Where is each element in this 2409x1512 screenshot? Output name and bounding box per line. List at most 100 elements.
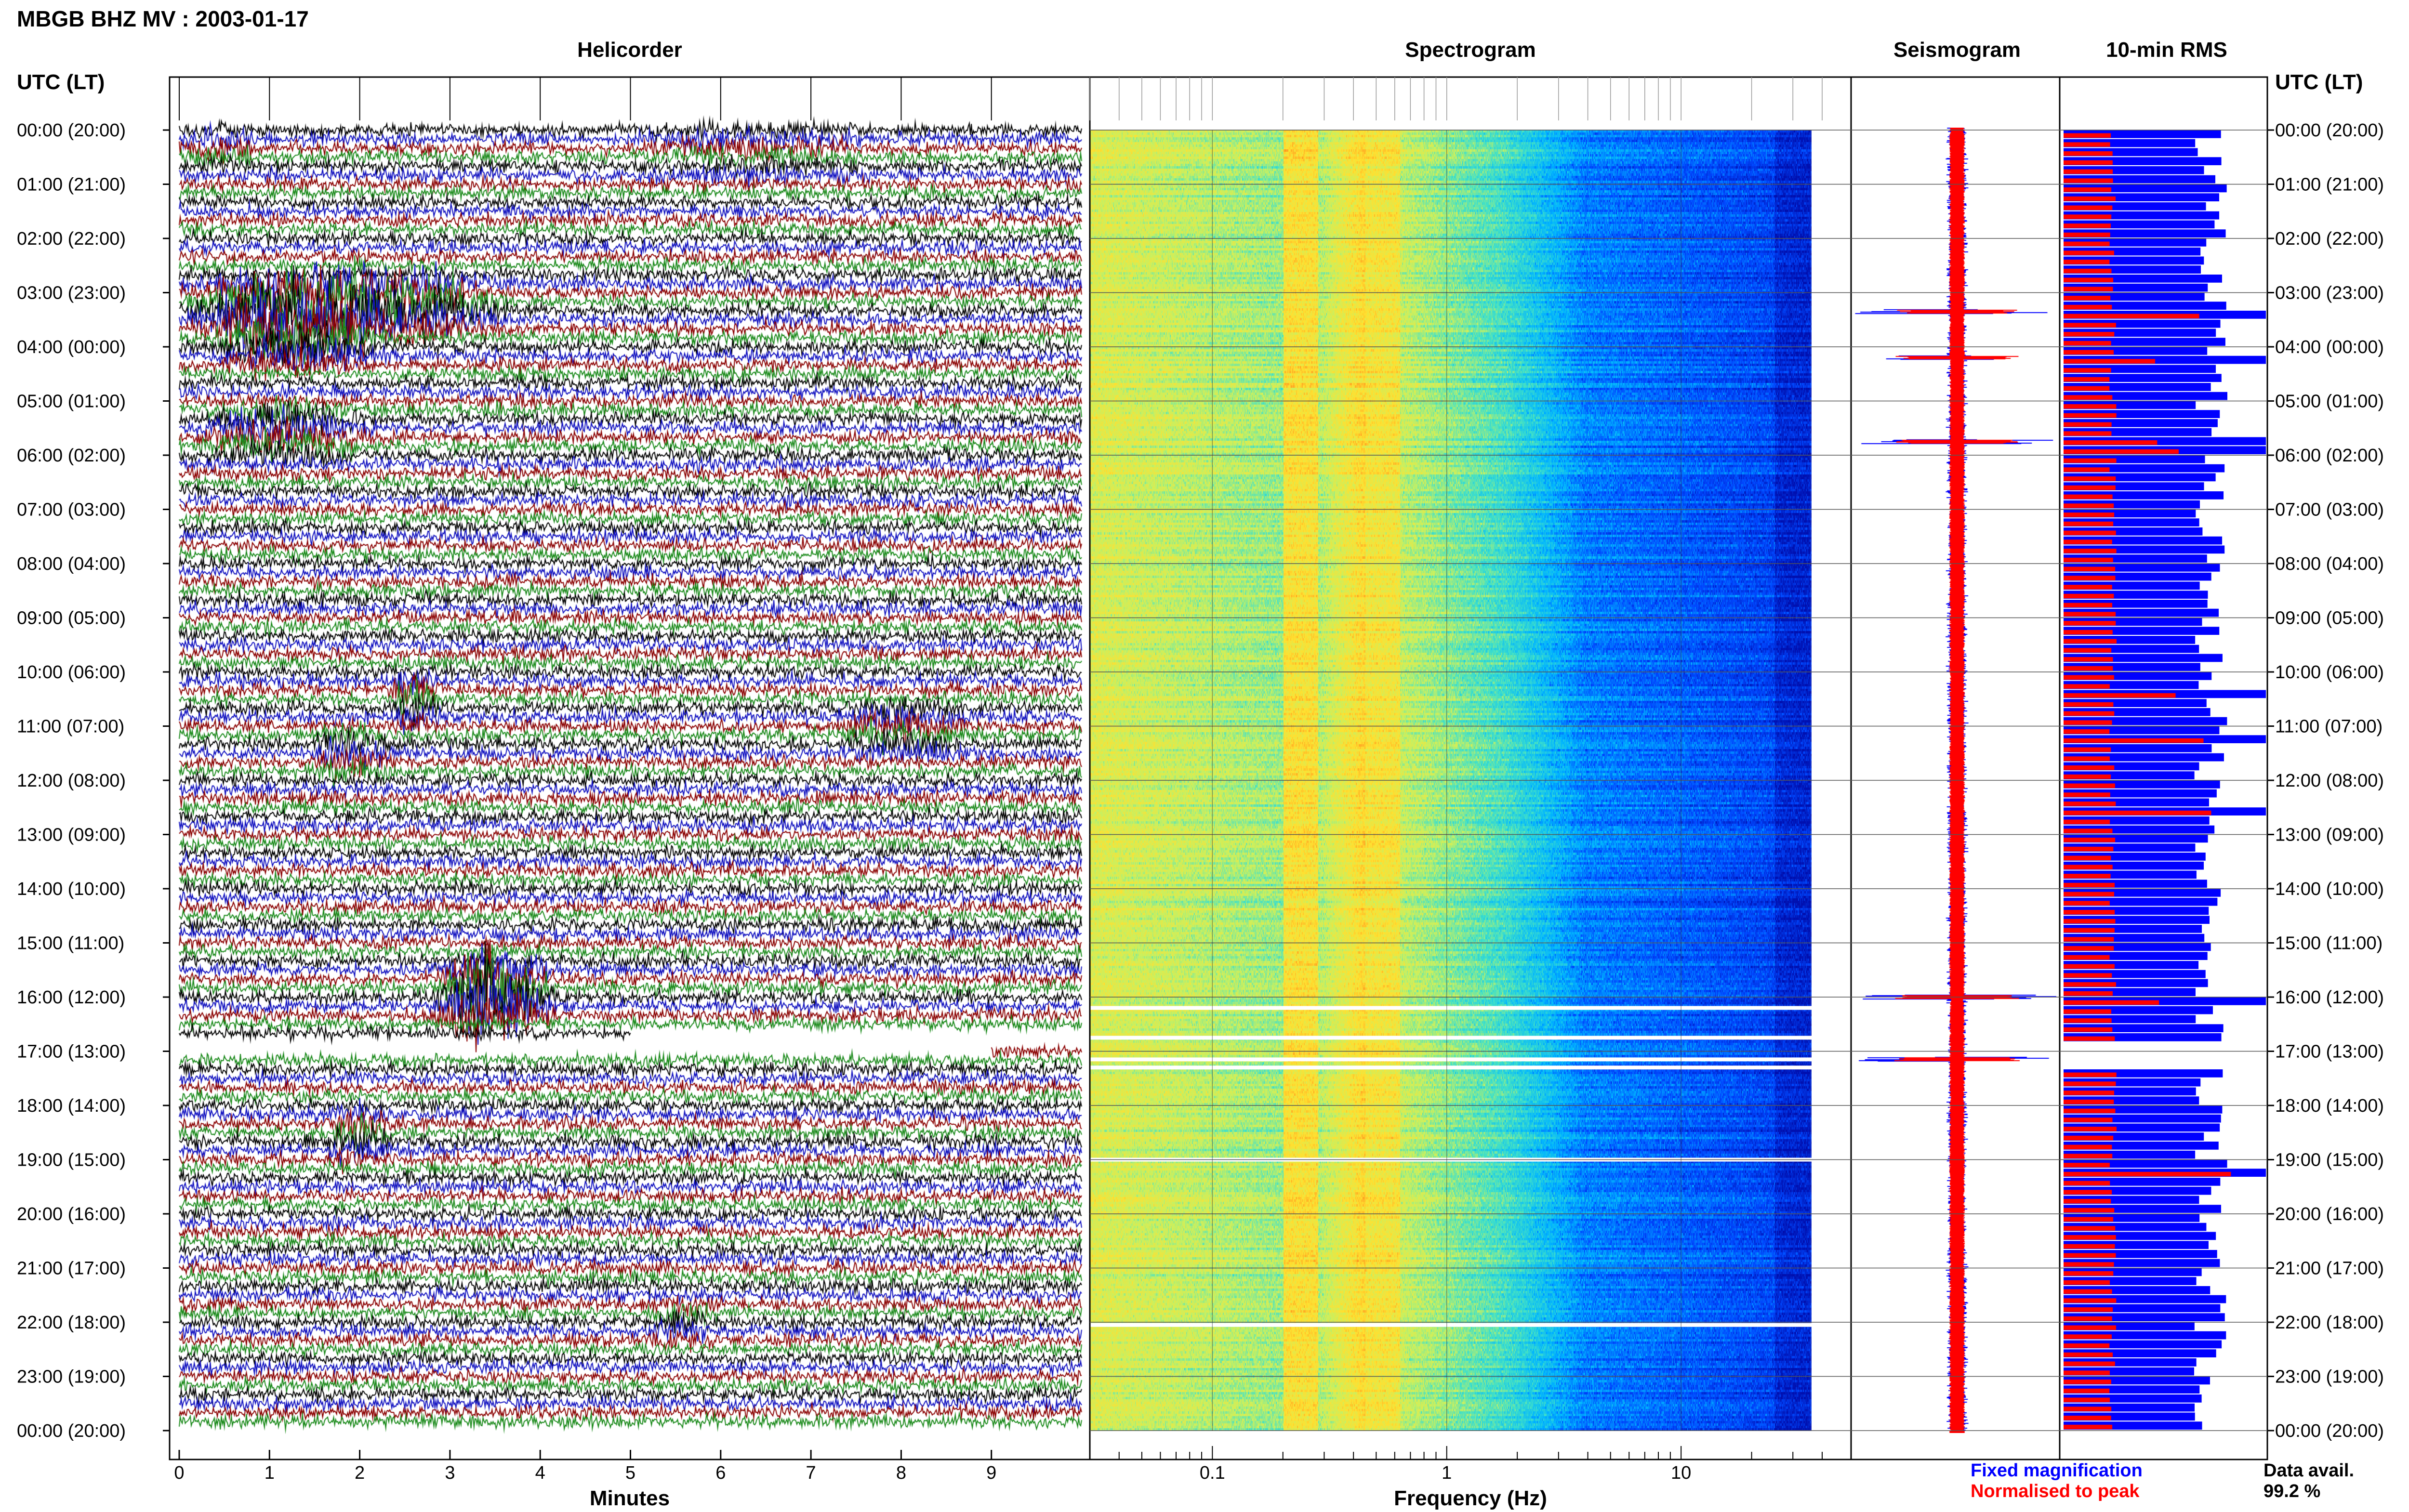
hour-label-right: 20:00 (16:00) — [2275, 1204, 2384, 1224]
rms-bar-normalised — [2064, 1018, 2112, 1023]
rms-bar-normalised — [2064, 386, 2110, 391]
rms-bar-normalised — [2064, 955, 2110, 960]
rms-bar-normalised — [2064, 260, 2110, 264]
heli-xtick-label: 4 — [535, 1463, 545, 1483]
rms-bar-normalised — [2064, 1009, 2112, 1014]
rms-bar-normalised — [2064, 521, 2114, 526]
rms-bar-normalised — [2064, 1235, 2116, 1240]
rms-bar-normalised — [2064, 341, 2111, 346]
rms-bar-normalised — [2064, 404, 2117, 409]
rms-bar-normalised — [2064, 1190, 2112, 1195]
rms-bar-normalised — [2064, 729, 2110, 734]
rms-bar-normalised — [2064, 476, 2116, 481]
rms-bar-normalised — [2064, 1244, 2115, 1249]
rms-bar-normalised — [2064, 973, 2112, 978]
rms-bar-normalised — [2064, 720, 2112, 725]
rms-bar-normalised — [2064, 268, 2112, 274]
rms-bar-normalised — [2064, 368, 2111, 373]
hour-label-right: 17:00 (13:00) — [2275, 1042, 2384, 1062]
hour-label-right: 04:00 (00:00) — [2275, 337, 2384, 357]
hour-label-right: 19:00 (15:00) — [2275, 1150, 2384, 1170]
frame-rms — [2059, 76, 2268, 1460]
rms-bar-normalised — [2064, 1271, 2114, 1276]
hour-label-left: 07:00 (03:00) — [17, 500, 126, 520]
rms-bar-normalised — [2064, 910, 2115, 915]
legend-fixed-magnification: Fixed magnification — [1971, 1460, 2143, 1481]
rms-bar-normalised — [2064, 702, 2114, 707]
rms-bar-normalised — [2064, 413, 2117, 418]
rms-bar-normalised — [2064, 287, 2113, 291]
rms-bar-normalised — [2064, 1199, 2111, 1204]
rms-bar-normalised — [2064, 1298, 2117, 1303]
hour-label-right: 15:00 (11:00) — [2275, 933, 2383, 954]
rms-bar-normalised — [2064, 196, 2116, 201]
rms-bar-normalised — [2064, 1416, 2111, 1420]
rms-bar-normalised — [2064, 549, 2117, 553]
panel-title-spectrogram: Spectrogram — [1405, 38, 1535, 62]
rms-bar-normalised — [2064, 187, 2112, 192]
legend-normalised-to-peak: Normalised to peak — [1971, 1481, 2140, 1501]
rms-bar-normalised — [2064, 684, 2110, 689]
rms-bar-normalised — [2064, 765, 2115, 770]
hour-label-right: 18:00 (14:00) — [2275, 1096, 2384, 1116]
rms-bar-normalised — [2064, 603, 2113, 607]
rms-bar-normalised — [2064, 1000, 2159, 1005]
hour-label-right: 16:00 (12:00) — [2275, 987, 2384, 1008]
rms-bar-normalised — [2064, 937, 2114, 942]
rms-bar-normalised — [2064, 630, 2113, 635]
helicorder-traces — [176, 77, 1084, 1450]
hour-label-left: 10:00 (06:00) — [17, 662, 126, 683]
hour-label-left: 19:00 (15:00) — [17, 1150, 126, 1170]
rms-bar-normalised — [2064, 431, 2112, 436]
spectrogram-gap — [1090, 1323, 1822, 1327]
rms-bar-normalised — [2064, 1072, 2117, 1077]
rms-bar-normalised — [2064, 250, 2114, 255]
rms-bar-normalised — [2064, 783, 2115, 788]
rms-bar-normalised — [2064, 774, 2111, 779]
heli-xtick-label: 8 — [896, 1463, 906, 1483]
rms-bar-normalised — [2064, 1154, 2113, 1158]
data-availability-value: 99.2 % — [2263, 1481, 2320, 1501]
hour-label-left: 03:00 (23:00) — [17, 283, 126, 303]
rms-bar-normalised — [2064, 846, 2114, 852]
rms-bars — [2064, 130, 2266, 1430]
spec-xtick-label: 1 — [1442, 1463, 1452, 1483]
spectrogram-gap — [1090, 1006, 1822, 1010]
rms-bar-normalised — [2064, 133, 2111, 138]
heli-xtick-label: 1 — [265, 1463, 275, 1483]
rms-bar-normalised — [2064, 648, 2112, 653]
rms-bar-normalised — [2064, 169, 2113, 174]
hour-label-left: 02:00 (22:00) — [17, 229, 126, 249]
rms-bar-normalised — [2064, 828, 2113, 833]
rms-bar-normalised — [2064, 639, 2117, 644]
rms-bar-normalised — [2064, 1380, 2111, 1384]
hour-label-left: 22:00 (18:00) — [17, 1313, 126, 1333]
hour-label-left: 08:00 (04:00) — [17, 554, 126, 574]
hour-label-left: 20:00 (16:00) — [17, 1204, 126, 1224]
spectrogram-gap — [1090, 1065, 1822, 1070]
spectrogram-gap — [1090, 1057, 1822, 1062]
rms-bar-normalised — [2064, 277, 2114, 282]
rms-bar-normalised — [2064, 738, 2204, 743]
rms-bar-normalised — [2064, 1407, 2112, 1411]
hour-label-right: 12:00 (08:00) — [2275, 771, 2384, 791]
rms-bar-normalised — [2064, 1253, 2116, 1258]
hour-label-left: 06:00 (02:00) — [17, 446, 126, 466]
hour-label-right: 02:00 (22:00) — [2275, 229, 2384, 249]
rms-bar-normalised — [2064, 1334, 2112, 1339]
spec-xtick-label: 0.1 — [1200, 1463, 1225, 1483]
hour-label-left: 13:00 (09:00) — [17, 825, 126, 845]
rms-bar-normalised — [2064, 485, 2116, 490]
hour-label-right: 06:00 (02:00) — [2275, 446, 2384, 466]
rms-bar-normalised — [2064, 1108, 2116, 1113]
rms-bar-normalised — [2064, 928, 2115, 933]
rms-bar-normalised — [2064, 802, 2116, 806]
hour-label-right: 14:00 (10:00) — [2275, 879, 2384, 899]
rms-bar-normalised — [2064, 557, 2113, 563]
raster-layers — [176, 77, 2057, 1450]
rms-bar-normalised — [2064, 467, 2110, 472]
hour-label-left: 21:00 (17:00) — [17, 1259, 126, 1279]
rms-bar-normalised — [2064, 865, 2113, 869]
rms-bar-normalised — [2064, 1352, 2113, 1357]
